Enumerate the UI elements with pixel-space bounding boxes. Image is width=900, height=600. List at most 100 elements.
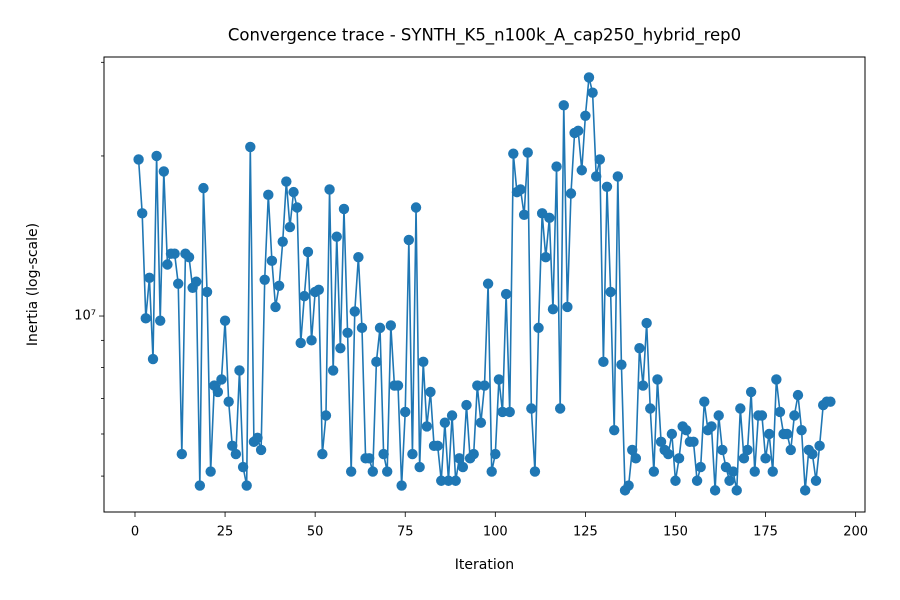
marker (666, 428, 678, 440)
marker (540, 252, 551, 263)
marker (587, 87, 598, 98)
marker (356, 322, 368, 334)
marker (810, 475, 822, 486)
marker (526, 403, 537, 414)
marker (547, 304, 559, 315)
marker (724, 475, 735, 486)
marker (630, 453, 642, 464)
marker (306, 335, 317, 346)
marker (457, 461, 469, 473)
marker (699, 396, 710, 407)
marker (522, 147, 533, 158)
marker (169, 248, 180, 259)
marker (706, 421, 717, 432)
marker (799, 485, 811, 496)
marker (140, 313, 151, 324)
marker (554, 403, 566, 414)
x-axis-label: Iteration (455, 557, 514, 573)
marker (623, 480, 634, 491)
marker (273, 280, 285, 291)
marker (162, 259, 173, 270)
marker (609, 424, 620, 436)
marker (641, 317, 652, 329)
marker (771, 374, 782, 385)
marker (421, 421, 433, 432)
marker (461, 399, 472, 411)
marker (299, 290, 310, 302)
x-tick-label: 0 (131, 525, 139, 540)
marker (749, 466, 760, 477)
marker (814, 440, 825, 452)
marker (255, 444, 267, 456)
marker (691, 475, 703, 486)
marker (763, 428, 775, 440)
marker (331, 231, 342, 242)
marker (688, 436, 699, 448)
marker (277, 236, 288, 247)
marker (450, 475, 461, 486)
marker (155, 315, 166, 326)
marker (392, 380, 404, 391)
marker (572, 125, 584, 137)
marker (648, 466, 660, 477)
marker (270, 301, 281, 313)
marker (508, 148, 519, 159)
marker (418, 356, 429, 368)
marker (468, 448, 479, 460)
marker (212, 386, 224, 398)
marker (637, 380, 649, 391)
marker (713, 410, 724, 421)
marker (727, 466, 739, 477)
marker (144, 272, 155, 284)
marker (378, 448, 389, 460)
marker (576, 165, 587, 176)
marker (825, 396, 836, 407)
marker (767, 466, 778, 477)
x-tick-label: 175 (753, 525, 778, 540)
marker (774, 406, 786, 418)
marker (151, 150, 162, 162)
x-tick-label: 25 (217, 525, 234, 540)
marker (475, 417, 487, 428)
marker (284, 221, 296, 233)
marker (785, 444, 796, 456)
y-tick-label: 10⁷ (74, 309, 96, 324)
marker (717, 444, 728, 456)
marker (490, 448, 501, 460)
marker (486, 466, 497, 477)
marker (335, 342, 346, 354)
marker (583, 72, 595, 83)
marker (237, 461, 249, 473)
marker (191, 276, 202, 287)
marker (266, 255, 278, 267)
marker (176, 448, 188, 460)
marker (493, 374, 505, 385)
marker (219, 315, 231, 326)
marker (594, 154, 606, 165)
marker (731, 485, 742, 496)
marker (349, 306, 360, 317)
marker (789, 410, 800, 421)
marker (198, 182, 209, 194)
marker (504, 406, 515, 418)
marker (410, 202, 422, 213)
marker (259, 274, 270, 285)
y-axis-label: Inertia (log-scale) (25, 223, 41, 346)
marker (230, 448, 242, 460)
marker (338, 203, 350, 215)
marker (288, 186, 299, 198)
marker (158, 166, 170, 177)
marker (663, 448, 674, 460)
marker (317, 448, 328, 460)
marker (652, 374, 663, 385)
marker (673, 453, 685, 464)
marker (518, 209, 530, 221)
marker (216, 374, 227, 385)
marker (363, 453, 375, 464)
x-tick-label: 125 (573, 525, 598, 540)
x-tick-label: 100 (483, 525, 508, 540)
marker (497, 406, 508, 418)
marker (515, 184, 526, 195)
marker (327, 365, 339, 376)
